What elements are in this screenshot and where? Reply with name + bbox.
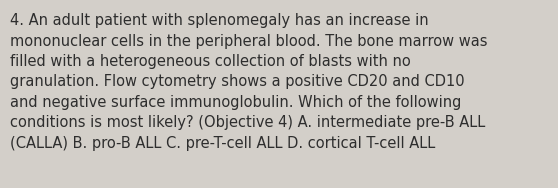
- Text: 4. An adult patient with splenomegaly has an increase in
mononuclear cells in th: 4. An adult patient with splenomegaly ha…: [10, 13, 488, 151]
